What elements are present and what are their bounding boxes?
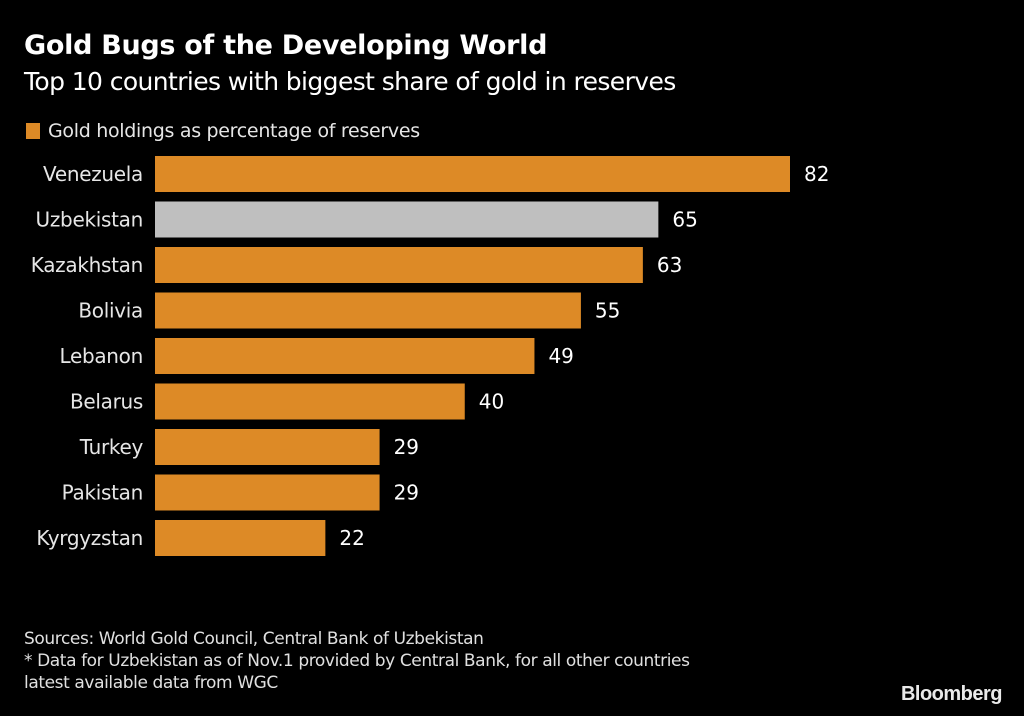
value-label-venezuela: 82 [804,162,829,186]
bar-pakistan [155,474,380,511]
value-label-kyrgyzstan: 22 [339,526,364,550]
value-label-uzbekistan: 65 [672,208,697,232]
category-label-bolivia: Bolivia [78,299,143,323]
category-label-belarus: Belarus [70,390,143,414]
chart-title: Gold Bugs of the Developing World [24,30,548,61]
category-label-venezuela: Venezuela [43,162,143,186]
legend-label: Gold holdings as percentage of reserves [48,120,420,142]
bar-bolivia [155,292,581,329]
category-label-kyrgyzstan: Kyrgyzstan [36,526,143,550]
bar-belarus [155,383,465,420]
value-label-belarus: 40 [479,390,504,414]
footer-note-line2: latest available data from WGC [24,673,278,693]
category-label-kazakhstan: Kazakhstan [31,253,143,277]
bar-uzbekistan [155,201,659,238]
value-label-bolivia: 55 [595,299,620,323]
legend-swatch [26,123,40,139]
bloomberg-logo: Bloomberg [900,683,1003,705]
bar-kyrgyzstan [155,520,326,556]
category-label-uzbekistan: Uzbekistan [36,208,143,232]
value-label-kazakhstan: 63 [657,253,682,277]
category-label-turkey: Turkey [79,435,144,459]
value-label-turkey: 29 [394,435,419,459]
chart-subtitle: Top 10 countries with biggest share of g… [24,67,676,96]
value-label-pakistan: 29 [394,481,419,505]
bar-kazakhstan [155,247,643,283]
bar-turkey [155,429,380,465]
category-label-lebanon: Lebanon [59,344,143,368]
footer-note-line1: * Data for Uzbekistan as of Nov.1 provid… [24,651,690,671]
value-label-lebanon: 49 [548,344,573,368]
bar-lebanon [155,338,535,374]
category-label-pakistan: Pakistan [62,481,143,505]
footer: Sources: World Gold Council, Central Ban… [24,628,690,694]
footer-sources: Sources: World Gold Council, Central Ban… [24,629,484,649]
legend: Gold holdings as percentage of reserves [26,120,420,142]
bar-chart: Venezuela 82 Uzbekistan 65 Kazakhstan 63 Boliv… [31,156,829,556]
bar-venezuela [155,156,790,192]
